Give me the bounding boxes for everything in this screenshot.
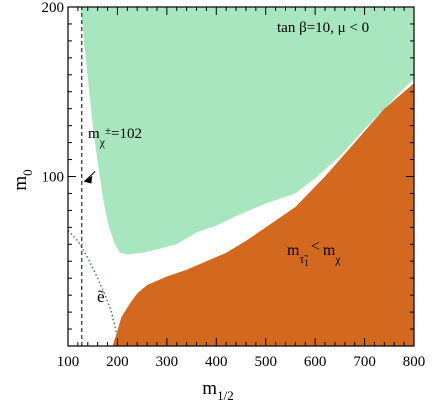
axes: 100 200 300 400 500 600 700 800 100 200 xyxy=(42,0,426,370)
y-axis-label: m0 xyxy=(10,169,35,190)
x-tick-label: 600 xyxy=(304,354,327,370)
x-tick-label: 400 xyxy=(205,354,228,370)
orange-region xyxy=(112,83,414,347)
plot-area xyxy=(67,7,415,347)
parameters-label: tan β=10, μ < 0 xyxy=(277,20,369,36)
chargino-limit-label: mχ±=102 xyxy=(88,125,142,149)
x-tick-label: 800 xyxy=(403,354,426,370)
green-region xyxy=(73,7,415,255)
chargino-arrow-head xyxy=(84,175,93,184)
x-tick-label: 700 xyxy=(353,354,376,370)
stau-region-label: mτ̃1< mχ xyxy=(287,238,341,268)
x-tick-label: 100 xyxy=(57,354,80,370)
x-tick-label: 500 xyxy=(254,354,277,370)
x-axis-label: m1/2 xyxy=(202,378,233,403)
x-tick-label: 300 xyxy=(156,354,179,370)
y-tick-label: 200 xyxy=(42,0,65,16)
x-tick-label: 200 xyxy=(106,354,129,370)
labels: m1/2 m0 tan β=10, μ < 0 mχ±=102 mτ̃1< mχ ẽ xyxy=(10,20,369,403)
selectron-limit-label: ẽ xyxy=(97,287,105,306)
y-tick-label: 100 xyxy=(42,170,65,186)
selectron-limit xyxy=(67,230,118,333)
chargino-arrow xyxy=(83,171,96,182)
